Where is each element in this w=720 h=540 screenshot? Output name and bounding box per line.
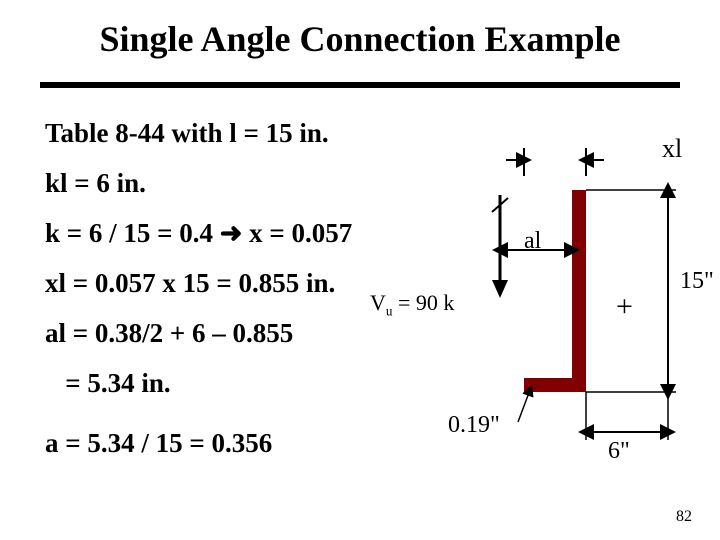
line-2: kl = 6 in. <box>45 168 146 199</box>
al-label: al <box>524 228 541 255</box>
xl-label: xl <box>662 134 682 164</box>
line-1: Table 8-44 with l = 15 in. <box>45 118 329 149</box>
page-number: 82 <box>676 508 692 526</box>
angle-diagram <box>470 140 710 470</box>
slide-title: Single Angle Connection Example <box>0 18 720 60</box>
line-7: a = 5.34 / 15 = 0.356 <box>45 428 272 459</box>
line-3: k = 6 / 15 = 0.4 ➜ x = 0.057 <box>45 218 352 249</box>
six-label: 6" <box>608 438 630 465</box>
vu-prefix: V <box>370 290 386 315</box>
vu-rest: = 90 k <box>392 290 454 315</box>
plus-label: + <box>616 290 633 324</box>
line-6: = 5.34 in. <box>45 368 171 399</box>
height-label: 15" <box>680 268 714 295</box>
vu-label: Vu = 90 k <box>370 290 454 319</box>
line-5: al = 0.38/2 + 6 – 0.855 <box>45 318 293 349</box>
thick-label: 0.19" <box>448 412 500 439</box>
title-underline <box>40 82 680 88</box>
line-4: xl = 0.057 x 15 = 0.855 in. <box>45 268 335 299</box>
